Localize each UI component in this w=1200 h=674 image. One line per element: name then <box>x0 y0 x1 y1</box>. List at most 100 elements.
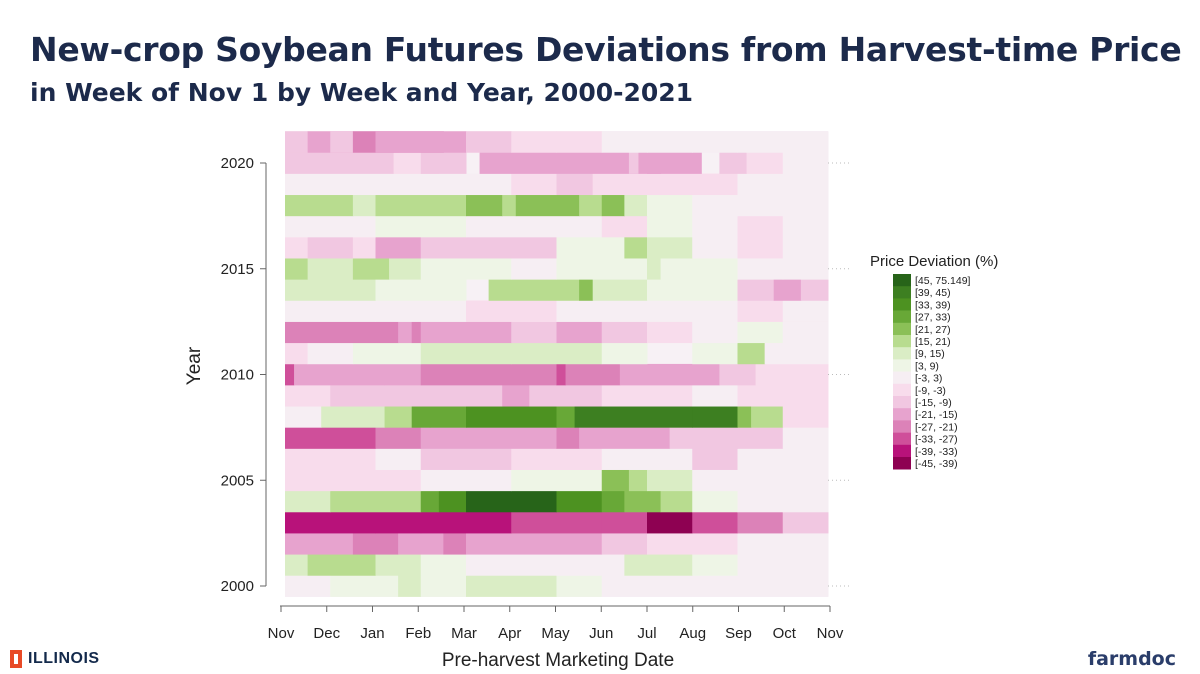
heatmap-cell <box>285 237 309 259</box>
heatmap-cell <box>737 131 784 153</box>
heatmap-cell <box>556 363 567 386</box>
heatmap-cell <box>511 237 557 259</box>
heatmap-cell <box>285 406 322 428</box>
legend-label: [-15, -9) <box>915 397 952 409</box>
heatmap-cell <box>285 131 309 153</box>
heatmap-cell <box>285 342 309 365</box>
x-tick-label: Jul <box>637 625 656 642</box>
heatmap-cell <box>466 490 557 513</box>
heatmap-cell <box>443 533 467 555</box>
heatmap-cell <box>669 427 738 449</box>
heatmap-cell <box>737 258 784 280</box>
heatmap-cell <box>782 131 829 153</box>
heatmap-cell <box>466 300 557 322</box>
heatmap-cell <box>352 237 376 259</box>
heatmap-cell <box>330 575 399 597</box>
farmdoc-logo: farmdoc <box>1087 648 1176 670</box>
block-i-icon <box>10 650 22 668</box>
y-tick-label: 2005 <box>221 472 254 489</box>
legend-label: [45, 75.149] <box>915 275 971 287</box>
legend-swatch <box>893 383 911 397</box>
legend-swatch <box>893 310 911 324</box>
heatmap-cell <box>737 406 752 428</box>
heatmap-cell <box>285 152 395 174</box>
x-tick-label: Nov <box>268 625 295 642</box>
heatmap-cell <box>511 342 603 365</box>
heatmap-cell <box>647 321 693 344</box>
legend-label: [3, 9) <box>915 360 939 372</box>
heatmap-cell <box>751 406 784 428</box>
heatmap-cell <box>764 342 829 365</box>
heatmap-cell <box>438 490 467 513</box>
heatmap-cell <box>601 215 648 238</box>
heatmap-cell <box>398 321 413 344</box>
heatmap-cell <box>647 279 738 301</box>
heatmap-cell <box>647 131 693 153</box>
heatmap-cell <box>285 194 354 217</box>
heatmap-cell <box>782 300 829 322</box>
heatmap-cell <box>307 237 354 259</box>
heatmap-cell <box>601 511 648 534</box>
heatmap-cells <box>285 131 829 597</box>
heatmap-cell <box>398 575 422 597</box>
heatmap-cell <box>782 152 829 174</box>
heatmap-cell <box>307 258 354 280</box>
legend-swatch <box>893 408 911 421</box>
heatmap-cell <box>579 194 603 217</box>
heatmap-cell <box>375 131 467 153</box>
heatmap-cell <box>647 511 693 534</box>
heatmap-cell <box>692 215 738 238</box>
heatmap-cell <box>624 194 648 217</box>
heatmap-cell <box>352 258 390 280</box>
heatmap-cell <box>746 152 784 174</box>
heatmap-cell <box>647 152 702 174</box>
heatmap-cell <box>692 237 738 259</box>
legend-label: [9, 15) <box>915 348 945 360</box>
heatmap-cell <box>285 533 354 555</box>
heatmap-cell <box>737 385 829 407</box>
heatmap-cell <box>352 533 399 555</box>
y-tick-label: 2015 <box>221 261 254 278</box>
heatmap-cell <box>330 469 422 492</box>
heatmap-cell <box>601 469 630 492</box>
heatmap-cell <box>647 194 693 217</box>
heatmap-cell <box>624 490 662 513</box>
heatmap-cell <box>782 469 829 492</box>
heatmap-cell <box>466 554 557 576</box>
legend-swatch <box>893 286 911 299</box>
heatmap-cell <box>488 279 580 301</box>
legend-label: [-27, -21) <box>915 421 958 433</box>
heatmap-cell <box>285 215 376 238</box>
heatmap-cell <box>285 427 376 449</box>
heatmap-cell <box>285 469 331 492</box>
heatmap-cell <box>466 215 557 238</box>
heatmap-cell <box>579 427 671 449</box>
heatmap-cell <box>647 237 693 259</box>
heatmap-cell <box>601 490 625 513</box>
heatmap-cell <box>556 406 576 428</box>
heatmap-cell <box>466 533 603 555</box>
heatmap-cell <box>601 533 648 555</box>
y-tick-label: 2020 <box>221 155 254 172</box>
heatmap-cell <box>375 448 422 470</box>
heatmap-cell <box>307 554 376 576</box>
heatmap-cell <box>420 427 557 449</box>
heatmap-cell <box>556 554 625 576</box>
heatmap-cell <box>647 258 662 280</box>
legend-swatch <box>893 371 911 385</box>
heatmap-cell <box>285 448 376 470</box>
axes: 2000 2005 2010 2015 2020 Nov Dec Jan Feb Mar Apr Ma… <box>184 155 850 671</box>
heatmap-cell <box>628 152 639 174</box>
heatmap-cell <box>737 533 784 555</box>
heatmap-cell <box>782 554 829 576</box>
heatmap-cell <box>375 215 467 238</box>
legend-label: [39, 45) <box>915 287 951 299</box>
legend-label: [-39, -33) <box>915 446 958 458</box>
legend-label: [-45, -39) <box>915 458 958 470</box>
y-axis-title: Year <box>184 346 205 385</box>
heatmap-cell <box>285 321 399 344</box>
heatmap-cell <box>556 490 603 513</box>
heatmap-cell <box>420 511 512 534</box>
heatmap-cell <box>420 258 512 280</box>
heatmap-cell <box>511 448 603 470</box>
